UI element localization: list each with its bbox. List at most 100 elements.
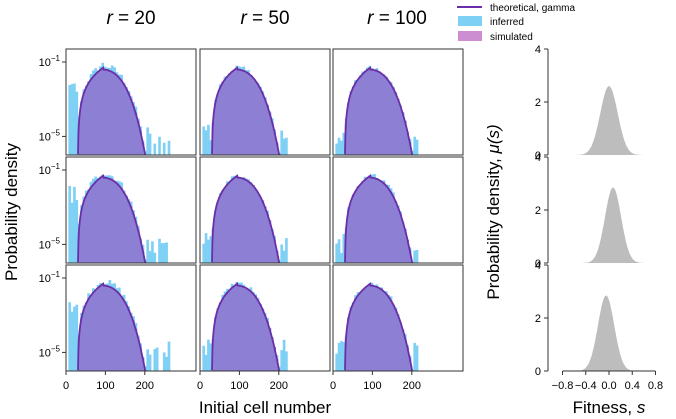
- y-tick-label: 10−5: [39, 236, 61, 251]
- y-tick-label: 10−1: [39, 162, 61, 177]
- fitness-panel-2: 0 2 4: [535, 152, 670, 270]
- theoretical-fill: [77, 67, 147, 155]
- legend-inferred-label: inferred: [490, 17, 524, 28]
- inferred-bar: [146, 127, 150, 155]
- theoretical-gamma-curve: [211, 66, 281, 155]
- inferred-bar: [146, 239, 150, 263]
- theoretical-gamma-curve: [211, 174, 281, 263]
- theoretical-gamma-curve: [77, 282, 147, 371]
- y-tick-label: 0: [535, 150, 541, 162]
- panel-frame: [199, 48, 331, 156]
- inferred-bar: [280, 244, 284, 263]
- y-tick-label: 10−1: [39, 54, 61, 69]
- theoretical-fill: [344, 175, 414, 263]
- inferred-bar: [153, 349, 157, 371]
- inferred-bar: [209, 140, 213, 155]
- inferred-bar: [282, 138, 286, 155]
- inferred-bar: [280, 130, 284, 155]
- inferred-bar: [70, 202, 74, 263]
- inferred-bar: [415, 249, 419, 263]
- y-tick-label: 2: [535, 205, 541, 217]
- right-y-axis-title: Probability density, μ(s): [484, 124, 503, 299]
- legend: theoretical, gamma inferred simulated: [457, 3, 575, 43]
- inferred-bar: [68, 185, 72, 263]
- inferred-bar: [202, 345, 206, 371]
- fitness-density-area: [548, 187, 670, 263]
- theoretical-fill: [344, 283, 414, 371]
- inferred-bar: [413, 136, 417, 155]
- inferred-bar: [160, 243, 164, 263]
- inferred-bar: [167, 341, 171, 371]
- cell-number-panel-r3-c1: 10−1 10−5 0 100 200: [39, 264, 197, 392]
- inferred-bar: [207, 339, 210, 371]
- inferred-bar: [158, 136, 161, 155]
- x-tick-label: 0.4: [625, 380, 640, 392]
- y-tick-label: 10−1: [39, 270, 61, 285]
- theoretical-fill: [211, 283, 281, 371]
- right-x-axis-title: Fitness, s: [573, 398, 646, 417]
- theoretical-gamma-curve: [77, 66, 147, 155]
- cell-number-panel-r2-c2: [199, 156, 331, 264]
- theoretical-fill: [211, 175, 281, 263]
- inferred-bar: [73, 186, 76, 263]
- theoretical-fill: [344, 67, 414, 155]
- inferred-bar: [153, 252, 157, 263]
- x-tick-label: 100: [363, 380, 381, 392]
- inferred-bar: [335, 143, 339, 155]
- theoretical-gamma-curve: [77, 174, 147, 263]
- inferred-bar: [75, 91, 79, 155]
- inferred-bar: [335, 353, 339, 371]
- panel-frame: [65, 156, 197, 264]
- inferred-bar: [204, 130, 208, 155]
- y-tick-label: 10−5: [39, 128, 61, 143]
- inferred-bar: [162, 142, 166, 155]
- inferred-bar: [207, 239, 210, 263]
- inferred-bar: [75, 199, 79, 263]
- cell-number-panel-r2-c3: [332, 156, 464, 264]
- theoretical-gamma-curve: [344, 66, 414, 155]
- inferred-bar: [207, 124, 210, 155]
- cell-number-panel-r3-c3: 0 100 200: [330, 264, 464, 392]
- inferred-bar: [158, 238, 161, 263]
- fitness-density-area: [548, 86, 670, 155]
- fitness-panel-3: 0 2 4 −0.8 −0.4 0.0 0.4 0.8: [535, 260, 670, 392]
- y-tick-label: 2: [535, 97, 541, 109]
- left-x-axis-title: Initial cell number: [199, 398, 332, 417]
- panel-frame: [199, 264, 331, 372]
- y-tick-label: 4: [535, 152, 541, 164]
- x-tick-label: 0: [63, 380, 69, 392]
- legend-simulated-swatch: [458, 31, 482, 41]
- inferred-bar: [335, 243, 339, 263]
- cell-number-panel-r1-c2: [199, 48, 331, 156]
- x-tick-label: 200: [136, 380, 154, 392]
- panel-frame: [199, 156, 331, 264]
- inferred-bar: [340, 252, 343, 263]
- panel-frame: [65, 264, 197, 372]
- inferred-bar: [151, 241, 154, 263]
- y-tick-label: 10−5: [39, 344, 61, 359]
- column-titles: r = 20 r = 50 r = 100: [106, 8, 426, 29]
- inferred-bar: [342, 132, 346, 155]
- theoretical-fill: [77, 175, 147, 263]
- y-tick-label: 0: [535, 366, 541, 378]
- inferred-bar: [73, 306, 76, 371]
- inferred-bar: [167, 140, 171, 155]
- inferred-bar: [342, 341, 346, 371]
- cell-number-panel-r1-c3: [332, 48, 464, 156]
- inferred-bar: [285, 351, 288, 371]
- inferred-bar: [342, 234, 346, 263]
- x-tick-label: 200: [403, 380, 421, 392]
- legend-inferred-swatch: [458, 16, 482, 26]
- x-tick-label: −0.4: [575, 380, 597, 392]
- inferred-bar: [165, 242, 168, 263]
- inferred-bar: [285, 137, 288, 155]
- legend-simulated-label: simulated: [490, 32, 533, 43]
- cell-number-panel-r2-c1: 10−1 10−5: [39, 156, 197, 264]
- column-title-r50: r = 50: [240, 8, 289, 29]
- cell-number-panel-r1-c1: 10−1 10−5: [39, 48, 197, 156]
- inferred-bar: [153, 143, 157, 155]
- x-tick-label: 0.0: [601, 380, 616, 392]
- inferred-bar: [155, 347, 159, 371]
